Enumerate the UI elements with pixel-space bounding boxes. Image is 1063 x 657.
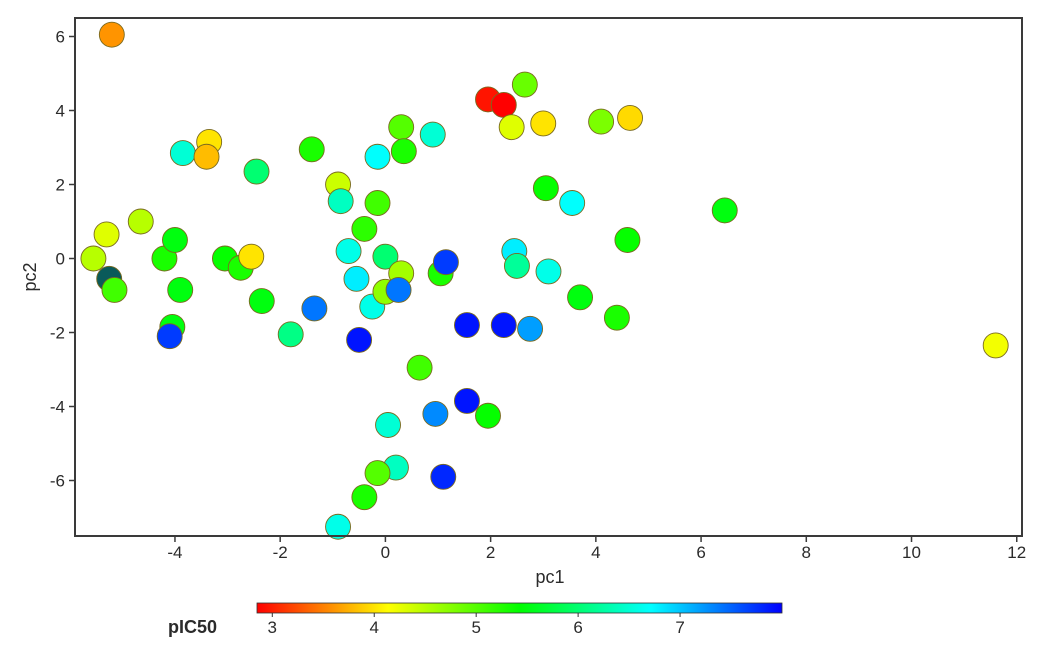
data-point xyxy=(93,221,120,248)
data-point xyxy=(490,312,517,339)
data-point xyxy=(80,245,107,272)
data-point xyxy=(503,252,530,279)
data-point xyxy=(101,277,128,303)
x-tick-label: 0 xyxy=(381,543,390,562)
data-point xyxy=(156,323,183,350)
data-point xyxy=(498,114,525,141)
colorbar-legend: pIC50 3 4 5 6 7 xyxy=(168,602,783,637)
data-point xyxy=(388,114,415,141)
x-tick-label: -4 xyxy=(167,543,182,562)
data-point xyxy=(406,354,433,381)
data-point xyxy=(982,332,1009,359)
x-tick-label: -2 xyxy=(273,543,288,562)
data-point xyxy=(454,312,480,339)
y-tick-label: 4 xyxy=(56,102,65,121)
x-tick-label: 10 xyxy=(902,543,921,562)
data-point xyxy=(614,227,641,253)
data-point xyxy=(243,158,270,185)
y-tick-label: -2 xyxy=(50,324,65,343)
data-point xyxy=(475,402,501,429)
colorbar-tick-label: 4 xyxy=(369,618,378,637)
data-point xyxy=(193,143,220,170)
x-axis-title: pc1 xyxy=(535,567,564,587)
data-point xyxy=(532,175,559,202)
colorbar-tick-label: 5 xyxy=(471,618,480,637)
plot-frame xyxy=(74,17,1023,537)
data-point xyxy=(351,215,378,242)
data-point xyxy=(588,108,615,135)
data-point xyxy=(490,91,517,118)
colorbar-title: pIC50 xyxy=(168,617,217,637)
colorbar-tick-label: 3 xyxy=(268,618,277,637)
x-tick-label: 4 xyxy=(591,543,600,562)
data-point xyxy=(335,238,362,265)
data-point xyxy=(430,463,457,490)
data-point xyxy=(422,400,449,427)
data-point xyxy=(517,315,544,342)
y-axis-title: pc2 xyxy=(20,262,40,291)
colorbar-gradient xyxy=(256,602,783,614)
y-tick-label: 2 xyxy=(56,176,65,195)
data-point xyxy=(390,138,417,165)
data-point xyxy=(372,243,399,270)
data-point xyxy=(167,277,194,303)
data-point xyxy=(419,121,446,148)
y-axis: -6 -4 -2 0 2 4 6 xyxy=(50,28,75,491)
data-point xyxy=(432,249,459,276)
data-point xyxy=(364,190,391,216)
data-point xyxy=(535,258,562,285)
y-tick-label: 0 xyxy=(56,250,65,269)
colorbar-tick-label: 6 xyxy=(573,618,582,637)
x-axis: -4 -2 0 2 4 6 8 10 12 xyxy=(167,536,1026,562)
data-point xyxy=(277,321,304,348)
x-tick-label: 2 xyxy=(486,543,495,562)
data-point xyxy=(454,388,480,414)
data-point xyxy=(98,21,125,48)
data-point xyxy=(346,326,373,353)
data-point xyxy=(530,110,557,137)
x-tick-label: 6 xyxy=(696,543,705,562)
data-point xyxy=(567,284,594,311)
data-point xyxy=(385,277,412,303)
data-point xyxy=(617,104,643,131)
data-point xyxy=(238,243,265,270)
data-point xyxy=(298,136,325,163)
data-point xyxy=(325,513,352,540)
x-tick-label: 8 xyxy=(802,543,811,562)
data-point xyxy=(511,71,538,98)
data-point xyxy=(127,208,154,235)
data-point xyxy=(162,227,188,253)
data-point xyxy=(343,265,370,292)
data-point xyxy=(301,295,328,322)
data-point xyxy=(327,188,354,215)
data-point xyxy=(364,143,391,170)
data-point xyxy=(375,412,401,438)
data-point xyxy=(248,288,275,314)
points-layer xyxy=(80,21,1009,540)
data-point xyxy=(559,190,586,216)
colorbar-ticks: 3 4 5 6 7 xyxy=(268,613,685,637)
data-point xyxy=(711,197,738,224)
data-point xyxy=(364,460,391,487)
data-point xyxy=(351,484,378,511)
data-point xyxy=(603,304,630,331)
y-tick-label: -6 xyxy=(50,472,65,491)
colorbar-tick-label: 7 xyxy=(675,618,684,637)
x-tick-label: 12 xyxy=(1007,543,1026,562)
y-tick-label: -4 xyxy=(50,398,65,417)
y-tick-label: 6 xyxy=(56,28,65,47)
data-point xyxy=(169,140,196,167)
